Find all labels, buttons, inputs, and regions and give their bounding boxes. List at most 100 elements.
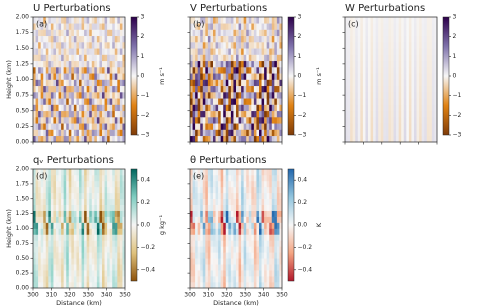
field-cell bbox=[99, 258, 102, 264]
field-cell bbox=[198, 48, 201, 55]
field-cell bbox=[82, 240, 85, 246]
field-cell bbox=[89, 92, 92, 99]
field-cell bbox=[272, 23, 275, 30]
field-cell bbox=[38, 42, 41, 49]
field-cell bbox=[216, 234, 219, 240]
field-cell bbox=[102, 98, 105, 105]
field-cell bbox=[277, 23, 280, 30]
field-cell bbox=[33, 61, 36, 68]
field-cell bbox=[226, 36, 229, 43]
field-cell bbox=[241, 23, 244, 30]
field-cell bbox=[200, 223, 203, 229]
field-cell bbox=[221, 92, 224, 99]
field-cell bbox=[51, 117, 54, 124]
field-cell bbox=[371, 136, 374, 143]
field-cell bbox=[120, 130, 123, 137]
field-cell bbox=[198, 67, 201, 74]
field-cell bbox=[239, 23, 242, 30]
field-cell bbox=[394, 55, 397, 62]
field-cell bbox=[269, 117, 272, 124]
field-cell bbox=[200, 130, 203, 137]
field-cell bbox=[353, 36, 356, 43]
field-cell bbox=[262, 136, 265, 143]
field-cell bbox=[251, 234, 254, 240]
colorbar-tick-label: 0 bbox=[453, 73, 457, 80]
field-cell bbox=[228, 67, 231, 74]
field-cell bbox=[120, 199, 123, 205]
field-cell bbox=[213, 111, 216, 118]
field-cell bbox=[59, 175, 62, 181]
field-cell bbox=[251, 117, 254, 124]
field-cell bbox=[208, 270, 211, 276]
field-cell bbox=[368, 80, 371, 87]
field-cell bbox=[223, 252, 226, 258]
field-cell bbox=[71, 205, 74, 211]
field-cell bbox=[99, 80, 102, 87]
field-cell bbox=[249, 199, 252, 205]
field-cell bbox=[102, 175, 105, 181]
field-cell bbox=[99, 211, 102, 217]
field-cell bbox=[228, 55, 231, 62]
field-cell bbox=[417, 92, 420, 99]
field-cell bbox=[41, 48, 44, 55]
field-cell bbox=[277, 181, 280, 187]
field-cell bbox=[92, 175, 95, 181]
field-cell bbox=[241, 258, 244, 264]
field-cell bbox=[89, 105, 92, 112]
field-cell bbox=[120, 246, 123, 252]
field-cell bbox=[107, 80, 110, 87]
field-cell bbox=[216, 61, 219, 68]
field-cell bbox=[348, 92, 351, 99]
field-cell bbox=[61, 211, 64, 217]
field-cell bbox=[107, 187, 110, 193]
field-cell bbox=[74, 264, 77, 270]
field-cell bbox=[210, 229, 213, 235]
field-cell bbox=[36, 240, 39, 246]
field-cell bbox=[391, 61, 394, 68]
field-cell bbox=[41, 86, 44, 93]
field-cell bbox=[193, 86, 196, 93]
field-cell bbox=[414, 73, 417, 80]
field-cell bbox=[226, 61, 229, 68]
field-cell bbox=[228, 270, 231, 276]
field-cell bbox=[216, 217, 219, 223]
field-cell bbox=[110, 67, 113, 74]
field-cell bbox=[87, 123, 90, 130]
field-cell bbox=[272, 123, 275, 130]
field-cell bbox=[419, 130, 422, 137]
field-cell bbox=[432, 61, 435, 68]
field-cell bbox=[203, 105, 206, 112]
field-cell bbox=[46, 123, 49, 130]
field-cell bbox=[71, 55, 74, 62]
field-cell bbox=[386, 23, 389, 30]
field-cell bbox=[97, 61, 100, 68]
field-cell bbox=[105, 23, 108, 30]
field-cell bbox=[76, 258, 79, 264]
field-cell bbox=[241, 264, 244, 270]
field-cell bbox=[33, 217, 36, 223]
field-cell bbox=[226, 234, 229, 240]
field-cell bbox=[97, 67, 100, 74]
y-tick-label: 0.00 bbox=[16, 139, 30, 146]
field-cell bbox=[64, 169, 67, 175]
field-cell bbox=[388, 30, 391, 37]
field-cell bbox=[210, 92, 213, 99]
field-cell bbox=[233, 264, 236, 270]
field-cell bbox=[53, 234, 56, 240]
field-cell bbox=[417, 86, 420, 93]
field-cell bbox=[231, 175, 234, 181]
field-cell bbox=[51, 187, 54, 193]
field-cell bbox=[394, 111, 397, 118]
field-cell bbox=[198, 193, 201, 199]
field-cell bbox=[353, 111, 356, 118]
field-cell bbox=[208, 282, 211, 288]
field-cell bbox=[76, 211, 79, 217]
field-cell bbox=[365, 111, 368, 118]
field-cell bbox=[223, 234, 226, 240]
field-cell bbox=[48, 252, 51, 258]
field-cell bbox=[228, 30, 231, 37]
field-cell bbox=[190, 211, 193, 217]
field-cell bbox=[262, 67, 265, 74]
field-cell bbox=[36, 67, 39, 74]
field-cell bbox=[76, 240, 79, 246]
